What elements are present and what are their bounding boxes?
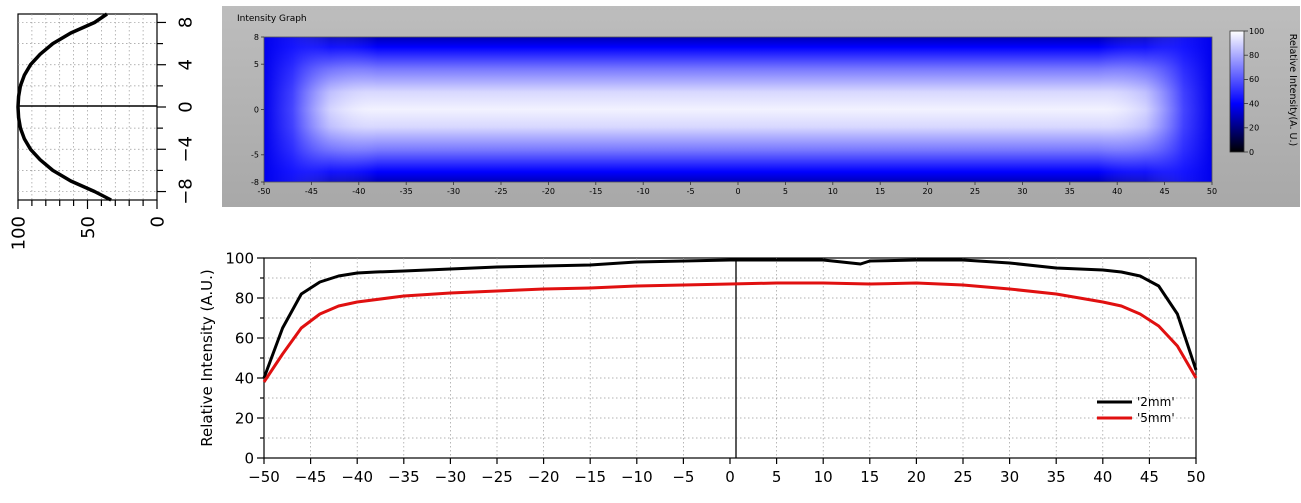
side-y-tick-label: 8 <box>175 17 196 28</box>
heatmap-x-tick-label: -30 <box>447 187 460 196</box>
profile-y-tick-label: 20 <box>235 409 254 427</box>
profile-x-tick-label: 10 <box>814 468 833 486</box>
heatmap-x-tick-label: -45 <box>305 187 318 196</box>
heatmap-x-tick-label: -40 <box>352 187 365 196</box>
profile-x-tick-label: 40 <box>1093 468 1112 486</box>
intensity-graph-panel: Intensity Graph 850-5-8 -50 -45 -40 -35 -30-… <box>222 6 1300 207</box>
profile-y-tick-label: 60 <box>235 329 254 347</box>
heatmap-y-tick-label: -8 <box>251 178 259 187</box>
profile-x-tick-label: 0 <box>725 468 735 486</box>
legend-label-2: '5mm' <box>1137 411 1175 425</box>
profile-x-tick-label: −20 <box>528 468 560 486</box>
horizontal-profile-panel: −50 −45 −40 −35 −30 −25 −20 −15 −10 −5 0 5 10 15 20 25 3… <box>198 249 1206 486</box>
profile-y-axis-label: Relative Intensity (A.U.) <box>198 269 216 447</box>
profile-x-tick-label: 5 <box>772 468 782 486</box>
heatmap-x-tick-label: -25 <box>494 187 507 196</box>
side-x-tick-labels: 100 50 0 <box>8 216 168 250</box>
intensity-graph-title: Intensity Graph <box>237 14 307 24</box>
colorbar-label: Relative Intensity(A. U.) <box>1287 34 1298 146</box>
profile-x-tick-label: −35 <box>388 468 420 486</box>
heatmap-x-tick-label: 50 <box>1207 187 1217 196</box>
profile-x-tick-label: −40 <box>341 468 373 486</box>
profile-x-tick-label: −50 <box>248 468 280 486</box>
profile-x-tick-label: 20 <box>907 468 926 486</box>
profile-legend: '2mm' '5mm' <box>1097 395 1175 425</box>
side-x-tick-label: 50 <box>78 216 99 239</box>
heatmap-x-tick-label: -15 <box>589 187 602 196</box>
profile-series <box>262 258 1198 383</box>
side-y-tick-label: −4 <box>175 136 196 163</box>
profile-x-tick-label: −5 <box>672 468 694 486</box>
heatmap-x-tick-label: 15 <box>875 187 885 196</box>
profile-ticks <box>257 257 1197 464</box>
profile-x-tick-label: 30 <box>1000 468 1019 486</box>
profile-x-tick-label: 50 <box>1186 468 1205 486</box>
heatmap-x-tick-label: 20 <box>923 187 933 196</box>
heatmap-x-tick-label: 30 <box>1017 187 1027 196</box>
heatmap-x-tick-label: 40 <box>1112 187 1122 196</box>
profile-series-line-1 <box>262 258 1198 379</box>
heatmap-x-tick-label: -5 <box>687 187 695 196</box>
side-y-tick-label: 4 <box>175 59 196 70</box>
heatmap-y-tick-label: 5 <box>254 60 259 69</box>
heatmap-x-tick-label: 10 <box>828 187 838 196</box>
profile-x-tick-label: 45 <box>1140 468 1159 486</box>
intensity-heatmap-edges <box>264 37 1212 182</box>
side-x-tick-label: 100 <box>8 216 29 250</box>
profile-y-tick-label: 40 <box>235 369 254 387</box>
profile-x-tick-label: −25 <box>481 468 513 486</box>
heatmap-y-tick-label: 8 <box>254 33 259 42</box>
colorbar-ticks: 100 80 60 40 20 0 <box>1244 27 1264 157</box>
heatmap-x-tick-label: 45 <box>1160 187 1170 196</box>
colorbar-tick-label: 60 <box>1249 75 1259 84</box>
colorbar-tick-label: 0 <box>1249 148 1254 157</box>
side-y-tick-label: 0 <box>175 101 196 112</box>
heatmap-x-tick-label: -20 <box>542 187 555 196</box>
side-x-tick-label: 0 <box>147 216 168 227</box>
profile-y-tick-labels: 100 80 60 40 20 0 <box>225 249 254 467</box>
heatmap-y-tick-label: -5 <box>251 151 259 160</box>
heatmap-x-ticks: -50 -45 -40 -35 -30 -25 -20 -15 -10 -5 0 5 10 15 20 25 3… <box>257 182 1217 196</box>
heatmap-x-tick-label: -10 <box>637 187 650 196</box>
profile-x-tick-label: 15 <box>860 468 879 486</box>
colorbar-tick-label: 80 <box>1249 51 1259 60</box>
heatmap-y-tick-label: 0 <box>254 105 259 114</box>
side-profile-panel: 8 4 0 −4 −8 100 50 0 <box>8 12 196 250</box>
profile-grid <box>264 258 1196 458</box>
profile-y-tick-label: 80 <box>235 289 254 307</box>
profile-x-tick-label: −15 <box>574 468 606 486</box>
heatmap-x-tick-label: 25 <box>970 187 980 196</box>
heatmap-x-tick-label: -35 <box>400 187 413 196</box>
heatmap-x-tick-label: 5 <box>783 187 788 196</box>
profile-x-tick-label: −45 <box>295 468 327 486</box>
side-grid <box>18 14 157 200</box>
profile-y-tick-label: 0 <box>244 449 254 467</box>
profile-y-tick-label: 100 <box>225 249 254 267</box>
heatmap-x-tick-label: 0 <box>735 187 740 196</box>
heatmap-x-tick-label: -50 <box>257 187 270 196</box>
side-ticks <box>17 21 166 209</box>
profile-x-tick-label: −10 <box>621 468 653 486</box>
colorbar-tick-label: 40 <box>1249 99 1259 108</box>
profile-x-tick-label: 25 <box>953 468 972 486</box>
side-y-tick-label: −8 <box>175 178 196 205</box>
profile-x-tick-labels: −50 −45 −40 −35 −30 −25 −20 −15 −10 −5 0 5 10 15 20 25 3… <box>248 468 1205 486</box>
colorbar-tick-label: 20 <box>1249 124 1259 133</box>
profile-series-line-2 <box>262 281 1198 383</box>
profile-x-tick-label: 35 <box>1047 468 1066 486</box>
side-y-tick-labels: 8 4 0 −4 −8 <box>175 17 196 205</box>
profile-x-tick-label: −30 <box>435 468 467 486</box>
colorbar-tick-label: 100 <box>1249 27 1264 36</box>
legend-label-1: '2mm' <box>1137 395 1175 409</box>
heatmap-x-tick-label: 35 <box>1065 187 1075 196</box>
colorbar <box>1229 30 1245 153</box>
heatmap-y-ticks: 8 5 0 -5 -8 <box>251 33 264 187</box>
side-profile-curve <box>16 12 112 202</box>
